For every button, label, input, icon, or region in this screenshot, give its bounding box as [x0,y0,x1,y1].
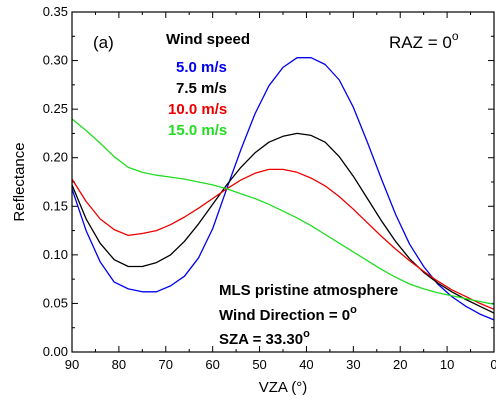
x-tick-label: 50 [252,357,266,372]
y-tick-label: 0.20 [43,150,68,165]
y-tick-label: 0.35 [43,4,68,19]
series-line-5-0-m-s [71,57,495,321]
panel-label: (a) [93,33,114,52]
note-wind-direction-text: Wind Direction = 0 [219,307,350,324]
plot-frame [71,11,495,353]
x-tick-label: 90 [65,357,79,372]
tick-labels: 90 80 70 60 50 40 30 20 10 0 0.00 0.05 0.10 0.15 0.20 0… [43,4,496,372]
note-wind-direction: Wind Direction = 0o [219,304,357,324]
y-tick-label: 0.30 [43,53,68,68]
series-line-15-0-m-s [71,118,495,306]
note-sza-text: SZA = 33.30 [219,331,303,348]
y-axis-title: Reflectance [11,142,28,221]
raz-superscript: o [452,29,459,43]
raz-text: RAZ = 0 [389,33,452,52]
y-tick-label: 0.05 [43,295,68,310]
legend-title: Wind speed [166,31,250,48]
series-line-10-0-m-s [71,168,495,310]
y-tick-label: 0.10 [43,247,68,262]
legend-entry: 5.0 m/s [176,59,227,76]
legend: 5.0 m/s 7.5 m/s 10.0 m/s 15.0 m/s [168,59,227,139]
note-sza: SZA = 33.30o [219,328,310,348]
legend-entry: 7.5 m/s [176,80,227,97]
y-tick-label: 0.15 [43,198,68,213]
x-tick-label: 30 [346,357,360,372]
series-lines [71,57,495,321]
y-tick-label: 0.25 [43,101,68,116]
x-tick-label: 80 [112,357,126,372]
note-sza-sup: o [303,328,310,340]
axis-ticks [71,11,495,353]
x-tick-label: 0 [490,357,496,372]
legend-entry: 10.0 m/s [168,101,227,118]
x-tick-label: 10 [440,357,454,372]
legend-entry: 15.0 m/s [168,122,227,139]
note-wind-direction-sup: o [350,304,357,316]
x-axis-title: VZA (°) [259,379,308,396]
note-atmosphere: MLS pristine atmosphere [219,282,398,299]
x-tick-label: 60 [205,357,219,372]
raz-label: RAZ = 0o [389,29,459,52]
x-tick-label: 70 [159,357,173,372]
x-tick-label: 20 [393,357,407,372]
x-tick-label: 40 [299,357,313,372]
y-tick-label: 0.00 [43,344,68,359]
series-line-7-5-m-s [71,132,495,314]
